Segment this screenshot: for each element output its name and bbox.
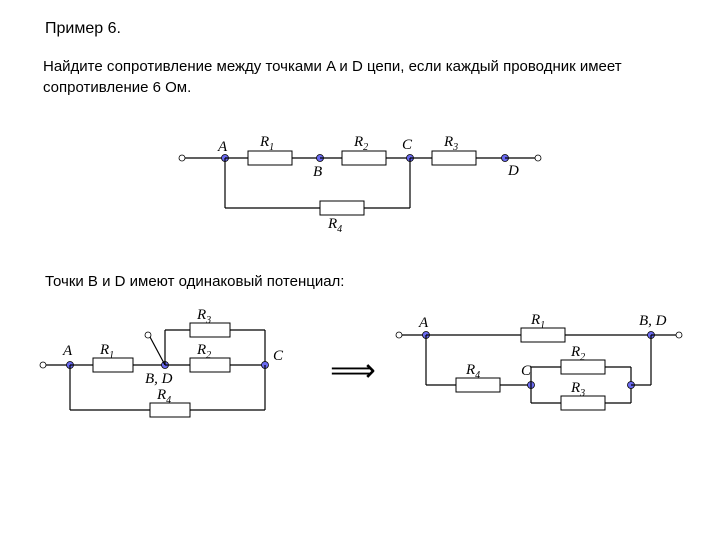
problem-text: Найдите сопротивление между точками A и … (43, 56, 685, 98)
label-R4: R4 (327, 216, 342, 235)
c2-label-C: C (273, 348, 284, 364)
circuit-step2: A R1 B, D R4 C R2 (391, 305, 671, 435)
c3-label-C: C (521, 363, 532, 379)
example-title: Пример 6. (45, 20, 685, 38)
c2-label-BD: B, D (145, 371, 173, 387)
label-D: D (507, 163, 519, 179)
label-B: B (313, 164, 322, 180)
implies-arrow: ⟹ (330, 351, 376, 389)
c2-label-A: A (62, 343, 73, 359)
circuit-step1: A R1 B, D R3 R2 C (35, 305, 315, 435)
note-text: Точки B и D имеют одинаковый потенциал: (45, 273, 685, 290)
label-R3: R3 (443, 134, 458, 153)
label-A: A (217, 139, 228, 155)
c3-label-A: A (418, 315, 429, 331)
label-R1: R1 (259, 134, 274, 153)
circuit-original: A R1 B R2 C R3 D R4 (170, 123, 550, 243)
label-R2: R2 (353, 134, 368, 153)
label-C: C (402, 137, 413, 153)
c3-label-BD: B, D (639, 313, 667, 329)
